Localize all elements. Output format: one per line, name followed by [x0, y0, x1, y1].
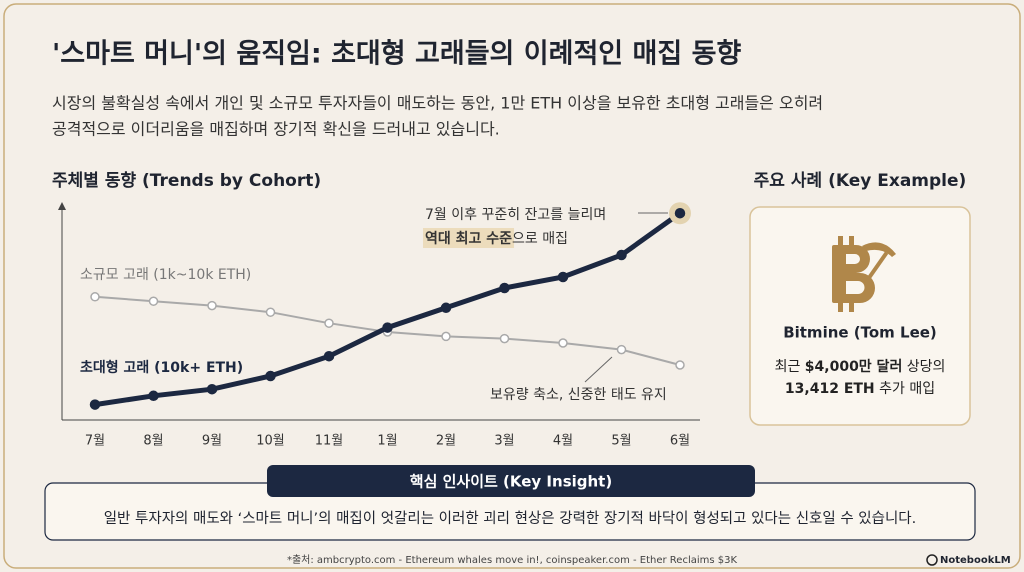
insight-label: 핵심 인사이트 (Key Insight) [410, 473, 612, 491]
plot: 7월 8월 9월 10월 11월 1월 2월 3월 4월 5월 6월 소규모 고래 (1k~10k E… [80, 202, 691, 449]
x-tick-label: 7월 [85, 434, 105, 449]
point [148, 296, 159, 306]
point [558, 338, 568, 348]
arrow [58, 202, 66, 210]
source: *출처: ambcrypto.com - Ethereum whales mov… [287, 554, 738, 566]
card [749, 206, 971, 426]
x-tick-label: 9월 [202, 434, 222, 449]
subtitle: 공격적으로 이더리움을 매집하며 장기적 확신을 드러내고 있습니다. [52, 120, 500, 139]
x-tick-label: 2월 [436, 434, 456, 449]
annotation: 으로 매집 [512, 231, 568, 247]
legend-label: 소규모 고래 (1k~10k ETH) [80, 267, 251, 283]
x-tick-label: 1월 [377, 434, 397, 449]
point [207, 300, 217, 311]
card-name: Bitmine (Tom Lee) [783, 324, 937, 342]
card-heading: 주요 사례 (Key Example) [754, 171, 967, 191]
x-tick-label: 6월 [670, 434, 690, 449]
card-bold: 13,412 ETH [785, 381, 875, 397]
x-tick-label: 8월 [143, 434, 163, 449]
annotation-bold: 역대 최고 수준 [425, 230, 512, 247]
insight-text: 일반 투자자의 매도와 ‘스마트 머니’의 매집이 엇갈리는 이러한 괴리 현상… [104, 510, 917, 527]
point [90, 292, 100, 302]
point [499, 333, 510, 344]
annotation: 7월 이후 꾸준히 잔고를 늘리며 [425, 207, 606, 223]
point [206, 383, 218, 395]
x-tick-label: 4월 [553, 434, 573, 449]
card-text: 13,412 ETH 추가 매입 [785, 381, 935, 397]
point [265, 370, 276, 382]
point [89, 399, 101, 410]
x-tick-label: 3월 [494, 434, 514, 449]
point [441, 331, 451, 342]
point [616, 344, 627, 355]
card-text: 최근 $4,000만 달러 상당의 [775, 359, 946, 375]
x-tick-label: 5월 [611, 434, 631, 449]
x-tick-label: 11월 [315, 434, 344, 449]
brand-logo [926, 554, 938, 566]
point [557, 271, 569, 283]
point [499, 282, 510, 294]
card-text: 최근 [775, 359, 805, 375]
point [675, 360, 685, 370]
highlight [423, 228, 515, 248]
point [265, 307, 276, 317]
subtitle: 시장의 불확실성 속에서 개인 및 소규모 투자자들이 매도하는 동안, 1만 … [52, 94, 823, 113]
point [674, 207, 686, 219]
title: '스마트 머니'의 움직임: 초대형 고래들의 이례적인 매집 동향 [52, 39, 741, 70]
legend-label: 초대형 고래 (10k+ ETH) [80, 359, 243, 376]
annotation: 역대 최고 수준으로 매집 [425, 230, 568, 247]
bitcoin-icon [832, 236, 896, 312]
point [382, 322, 393, 333]
x-tick-label: 10월 [256, 434, 285, 449]
pointer [584, 356, 613, 383]
annotation: 보유량 축소, 신중한 태도 유지 [490, 387, 667, 403]
insight-label-bg [267, 465, 755, 497]
point [324, 318, 334, 328]
card-text: 상당의 [902, 359, 945, 375]
chart-title: 주체별 동향 (Trends by Cohort) [52, 170, 321, 191]
point [616, 249, 627, 261]
card-text: 추가 매입 [875, 381, 935, 397]
brand: NotebookLM [940, 555, 1011, 566]
point [440, 302, 452, 314]
card-bold: $4,000만 달러 [805, 359, 903, 375]
point [148, 390, 159, 402]
point [323, 350, 335, 362]
